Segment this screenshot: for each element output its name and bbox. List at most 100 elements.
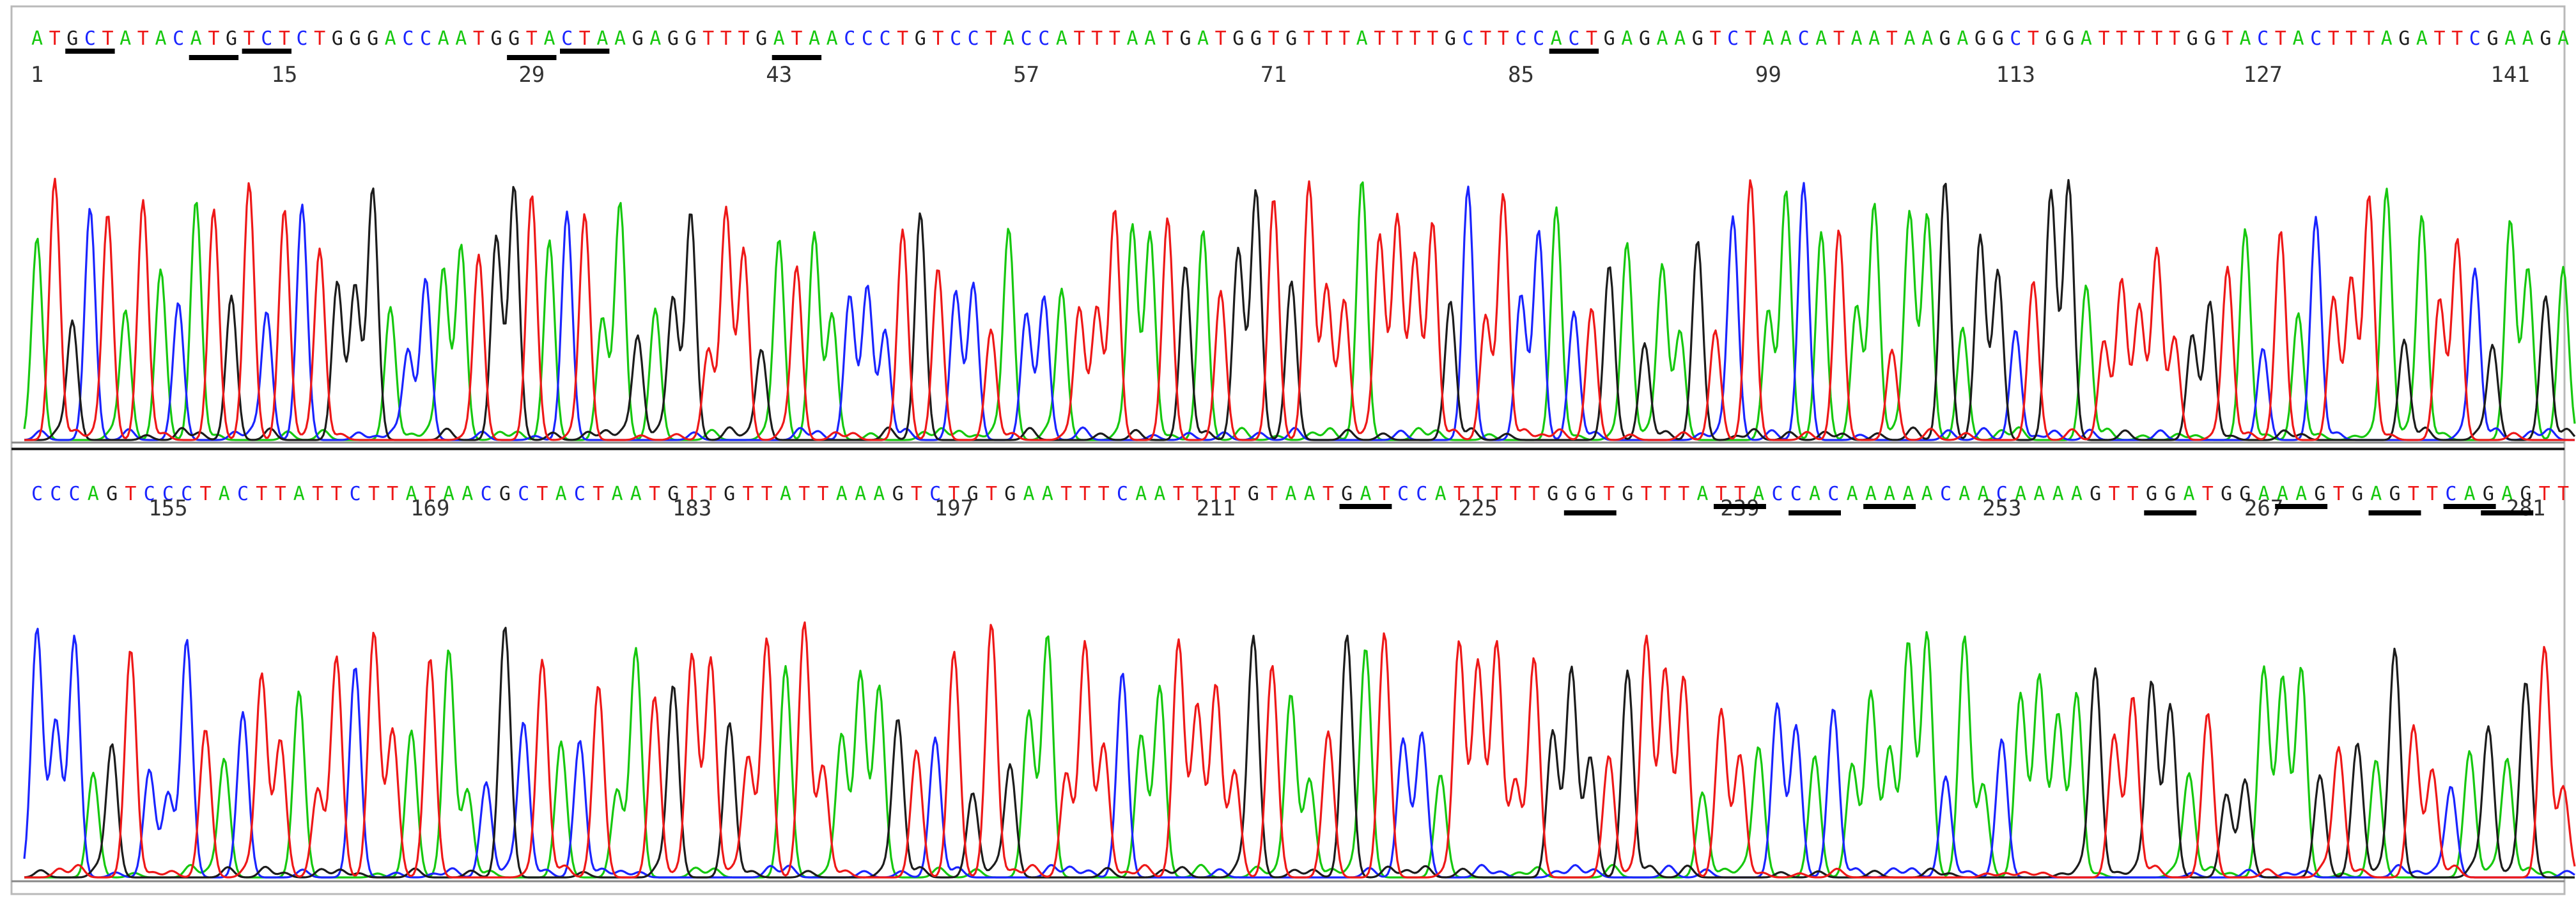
base-letter: T (761, 483, 773, 505)
base-letter: T (244, 27, 255, 50)
base-letter: T (2098, 27, 2109, 50)
position-label: 43 (766, 62, 792, 88)
base-letter: G (1179, 27, 1191, 50)
base-letter: T (1409, 27, 1421, 50)
base-letter: G (2063, 27, 2074, 50)
base-letter: C (1727, 27, 1739, 50)
base-letter: C (2010, 27, 2021, 50)
base-letter: T (2134, 27, 2145, 50)
base-letter: T (49, 27, 61, 50)
trace-T (24, 621, 2576, 879)
base-letter: A (1126, 27, 1138, 50)
base-letter: G (367, 27, 378, 50)
base-letter: T (314, 27, 325, 50)
base-letter: G (1250, 27, 1262, 50)
base-letter: T (473, 27, 485, 50)
base-letter: C (2257, 27, 2269, 50)
base-letter: T (798, 483, 810, 505)
base-letter: T (387, 483, 398, 505)
base-letter: T (1528, 483, 1540, 505)
base-letter: C (1416, 483, 1427, 505)
base-letter: G (2389, 483, 2400, 505)
base-letter: T (817, 483, 828, 505)
base-letter: C (402, 27, 414, 50)
base-letter: A (1851, 27, 1862, 50)
base-letter: A (2081, 27, 2092, 50)
position-label: 71 (1261, 62, 1287, 88)
base-letter: C (68, 483, 80, 505)
position-label: 127 (2243, 62, 2282, 88)
base-letter: T (1498, 27, 1509, 50)
base-letter: C (844, 27, 855, 50)
base-letter: A (1285, 483, 1296, 505)
base-letter: T (1268, 27, 1279, 50)
base-letter: G (66, 27, 78, 50)
base-letter: G (1975, 27, 1986, 50)
base-letter: T (1603, 483, 1615, 505)
base-letter: A (2239, 27, 2251, 50)
base-letter: T (1510, 483, 1521, 505)
base-letter: T (1678, 483, 1689, 505)
base-letter: T (1091, 27, 1103, 50)
base-letter: A (405, 483, 417, 505)
base-letter: C (261, 27, 272, 50)
base-letter: G (332, 27, 343, 50)
base-letter: A (2033, 483, 2045, 505)
base-letter: T (2202, 483, 2214, 505)
base-letter: T (2345, 27, 2357, 50)
base-letter: T (1303, 27, 1315, 50)
base-letter: C (1568, 27, 1579, 50)
base-letter: A (1144, 27, 1156, 50)
base-letter: C (1827, 483, 1839, 505)
base-letter: A (1135, 483, 1147, 505)
base-letter: T (1060, 483, 1072, 505)
base-letter: T (2028, 27, 2039, 50)
base-letter: T (2433, 27, 2445, 50)
base-letter: G (499, 483, 511, 505)
base-letter: A (120, 27, 131, 50)
base-letter: A (2183, 483, 2194, 505)
base-letter: C (518, 483, 529, 505)
base-letter: T (137, 27, 149, 50)
base-letter: T (1079, 483, 1090, 505)
position-label: 99 (1755, 62, 1781, 88)
base-letter: G (2187, 27, 2198, 50)
base-letter: T (2408, 483, 2419, 505)
base-letter: T (1641, 483, 1652, 505)
base-letter: A (836, 483, 848, 505)
base-letter: T (1833, 27, 1845, 50)
base-letter: C (1117, 483, 1128, 505)
base-letter: C (1790, 483, 1802, 505)
trace-A (24, 631, 2575, 879)
base-letter: G (2352, 483, 2363, 505)
base-letter: T (1338, 27, 1350, 50)
base-letter: A (1921, 27, 1933, 50)
base-letter: G (2487, 27, 2498, 50)
trace-T (24, 177, 2575, 441)
base-letter: A (1904, 27, 1915, 50)
base-letter: G (2204, 27, 2215, 50)
base-letter: G (1004, 483, 1016, 505)
base-letter: A (1902, 483, 1914, 505)
base-letter: A (855, 483, 866, 505)
base-letter: A (826, 27, 838, 50)
trace-C (23, 627, 2575, 879)
base-letter: G (1565, 483, 1577, 505)
base-letter: A (614, 27, 626, 50)
base-letter: T (208, 27, 219, 50)
position-label: 253 (1982, 496, 2021, 521)
base-letter: A (1884, 483, 1895, 505)
base-letter: A (155, 27, 166, 50)
base-letter: C (1038, 27, 1050, 50)
base-letter: G (632, 27, 644, 50)
base-letter: A (2277, 483, 2288, 505)
base-letter: A (293, 483, 305, 505)
base-letter: A (2052, 483, 2064, 505)
position-label: 1 (31, 62, 43, 88)
base-letter: T (1229, 483, 1240, 505)
base-letter: T (932, 27, 943, 50)
base-letter: C (481, 483, 492, 505)
base-letter: A (1356, 27, 1368, 50)
